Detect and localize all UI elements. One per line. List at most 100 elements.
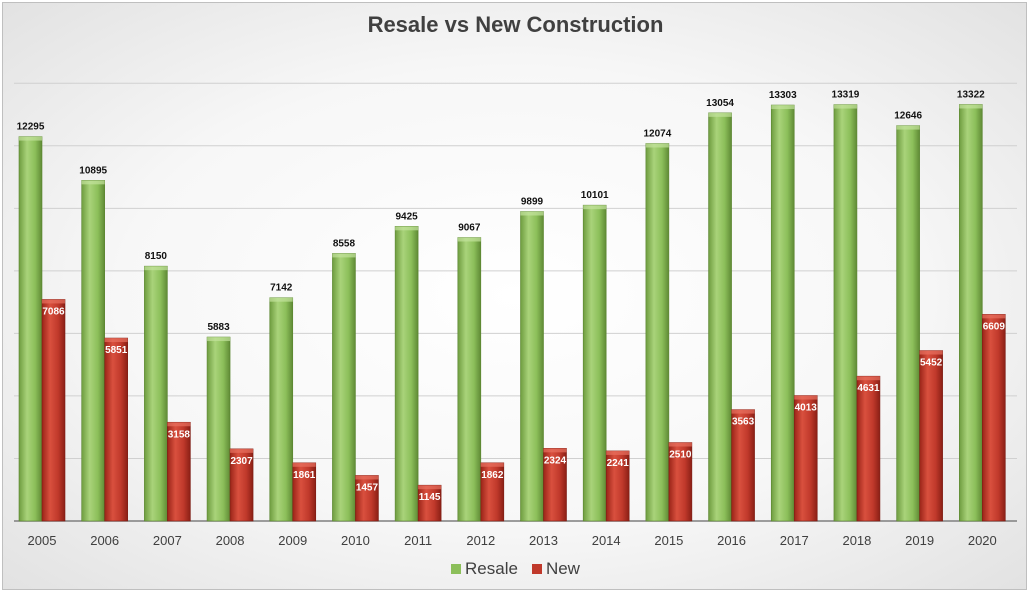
bar-cap-new-2013: [543, 448, 567, 453]
x-tick-label-2014: 2014: [592, 533, 621, 548]
bars: [18, 104, 1006, 522]
bar-resale-2017: [770, 104, 795, 522]
data-label-resale-2012: 9067: [458, 223, 481, 234]
bar-resale-2019: [896, 125, 920, 522]
data-label-new-2011: 1145: [419, 492, 441, 503]
data-label-resale-2019: 12646: [894, 111, 922, 122]
data-label-resale-2005: 12295: [17, 122, 45, 133]
data-label-new-2015: 2510: [669, 450, 692, 461]
bar-new-2017: [793, 395, 818, 522]
data-label-resale-2017: 13303: [769, 90, 797, 101]
data-label-resale-2007: 8150: [145, 251, 168, 262]
data-label-new-2012: 1862: [481, 470, 504, 481]
bar-cap-resale-2013: [520, 211, 544, 216]
bar-cap-resale-2012: [457, 237, 481, 242]
bar-cap-new-2019: [919, 350, 943, 355]
x-tick-label-2017: 2017: [780, 533, 809, 548]
x-tick-label-2009: 2009: [278, 533, 307, 548]
bar-new-2006: [104, 337, 128, 522]
bar-resale-2014: [582, 204, 607, 522]
bar-new-2019: [919, 350, 943, 522]
bar-cap-resale-2011: [395, 226, 419, 231]
bar-cap-resale-2010: [332, 253, 356, 258]
legend-label-resale: Resale: [465, 559, 518, 578]
data-label-new-2010: 1457: [356, 482, 379, 493]
data-label-resale-2016: 13054: [706, 98, 734, 109]
bar-resale-2015: [645, 143, 670, 522]
chart-title: Resale vs New Construction: [367, 12, 664, 37]
bar-cap-resale-2014: [583, 205, 607, 210]
bar-cap-new-2018: [856, 376, 880, 381]
x-tick-label-2013: 2013: [529, 533, 558, 548]
data-label-resale-2014: 10101: [581, 190, 609, 201]
data-label-new-2005: 7086: [42, 306, 65, 317]
data-label-new-2007: 3158: [168, 429, 191, 440]
data-label-resale-2011: 9425: [396, 211, 419, 222]
bar-cap-new-2008: [230, 448, 254, 453]
bar-resale-2013: [520, 211, 544, 522]
bar-cap-resale-2008: [207, 337, 231, 342]
bar-cap-resale-2017: [771, 105, 795, 110]
data-label-new-2006: 5851: [105, 345, 128, 356]
bar-cap-resale-2009: [269, 297, 293, 302]
data-label-resale-2010: 8558: [333, 238, 356, 249]
legend-item-new: New: [531, 559, 580, 579]
bar-cap-new-2017: [794, 395, 818, 400]
data-label-new-2020: 6609: [983, 321, 1006, 332]
bar-cap-resale-2019: [896, 125, 920, 130]
bar-cap-new-2014: [606, 450, 630, 455]
bar-cap-new-2011: [418, 485, 442, 490]
x-tick-label-2008: 2008: [216, 533, 245, 548]
bar-resale-2020: [959, 104, 983, 522]
bar-resale-2007: [144, 265, 168, 522]
bar-cap-resale-2016: [708, 112, 732, 117]
bar-cap-resale-2005: [19, 136, 42, 141]
bar-cap-resale-2006: [81, 180, 105, 185]
bar-new-2020: [982, 314, 1006, 522]
x-tick-label-2011: 2011: [404, 533, 432, 548]
data-label-resale-2013: 9899: [521, 196, 544, 207]
bar-new-2005: [41, 299, 66, 522]
labels: 12295 7086 2005 10895 5851 2006 8150 3158 2007 58…: [17, 89, 1006, 548]
bar-cap-new-2006: [104, 338, 128, 343]
legend-swatch-resale: [451, 564, 462, 574]
bar-cap-new-2007: [167, 422, 191, 427]
data-label-resale-2009: 7142: [270, 283, 293, 294]
bar-resale-2016: [708, 112, 732, 522]
data-label-resale-2006: 10895: [79, 165, 107, 176]
bar-resale-2018: [833, 104, 858, 522]
bar-resale-2008: [206, 336, 231, 522]
bar-resale-2009: [269, 297, 294, 522]
x-tick-label-2016: 2016: [717, 533, 746, 548]
data-label-new-2014: 2241: [607, 458, 630, 469]
bar-cap-resale-2020: [959, 104, 983, 109]
x-tick-label-2019: 2019: [905, 533, 934, 548]
bar-new-2018: [856, 375, 881, 522]
x-tick-label-2006: 2006: [90, 533, 119, 548]
bar-cap-new-2016: [731, 409, 755, 414]
bar-cap-new-2015: [668, 442, 692, 447]
legend-swatch-new: [531, 564, 542, 574]
bar-cap-new-2010: [355, 475, 379, 480]
bar-resale-2006: [81, 180, 105, 522]
data-label-new-2008: 2307: [230, 456, 253, 467]
bar-resale-2011: [394, 226, 419, 522]
data-label-new-2019: 5452: [920, 358, 943, 369]
data-label-resale-2018: 13319: [832, 90, 860, 101]
data-label-new-2018: 4631: [857, 383, 880, 394]
bar-cap-new-2012: [480, 462, 504, 467]
data-label-new-2016: 3563: [732, 417, 755, 428]
data-label-resale-2015: 12074: [643, 128, 671, 139]
bar-cap-resale-2018: [833, 104, 857, 109]
data-label-new-2009: 1861: [293, 470, 316, 481]
bar-resale-2010: [332, 253, 356, 522]
data-label-resale-2020: 13322: [957, 89, 985, 100]
x-tick-label-2012: 2012: [466, 533, 495, 548]
bar-resale-2005: [18, 136, 43, 522]
data-label-resale-2008: 5883: [207, 322, 230, 333]
x-tick-label-2007: 2007: [153, 533, 182, 548]
legend: Resale New: [0, 559, 1031, 579]
data-label-new-2013: 2324: [544, 455, 567, 466]
bar-resale-2012: [457, 237, 482, 522]
